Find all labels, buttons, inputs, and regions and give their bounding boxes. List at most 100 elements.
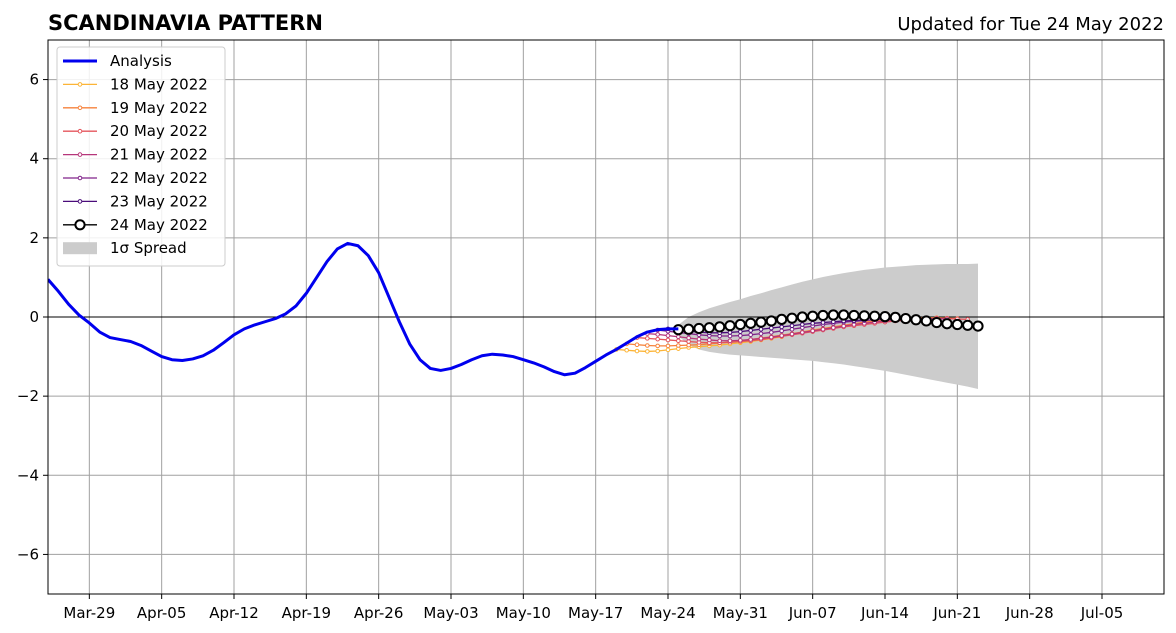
forecast-point (727, 338, 733, 344)
y-tick-label: −2 (17, 387, 39, 405)
legend-item: 19 May 2022 (63, 99, 208, 117)
y-tick-label: 0 (29, 308, 39, 326)
forecast-point (676, 338, 681, 344)
legend-marker (77, 199, 83, 204)
forecast-point (910, 314, 922, 326)
forecast-point (665, 337, 671, 343)
forecast-point (655, 336, 660, 342)
plot-frame (47, 39, 1165, 595)
x-tick-label: Apr-05 (137, 604, 187, 622)
legend-box (56, 46, 226, 267)
forecast-point (879, 311, 891, 323)
forecast-point (645, 336, 650, 341)
forecast-point (655, 348, 660, 354)
forecast-point (962, 319, 974, 331)
forecast-point (665, 347, 671, 353)
forecast-point (779, 333, 784, 338)
y-tick-label: 2 (29, 229, 39, 247)
forecast-point (858, 310, 870, 322)
forecast-point (665, 343, 671, 349)
forecast-point (738, 333, 743, 338)
forecast-point (789, 323, 795, 329)
series-group (48, 241, 1164, 390)
legend-label: 23 May 2022 (110, 192, 208, 210)
legend-marker (77, 152, 83, 157)
forecast-point (624, 347, 629, 353)
y-tick-label: −4 (17, 466, 39, 484)
legend-item: 21 May 2022 (63, 146, 208, 164)
forecast-point (634, 348, 640, 354)
legend-marker (77, 128, 83, 134)
legend-item: Analysis (63, 52, 172, 70)
forecast-point (686, 342, 691, 348)
x-tick-label: Jun-28 (1005, 604, 1054, 622)
forecast-point (645, 349, 650, 354)
legend-marker (74, 219, 86, 231)
forecast-point (931, 316, 943, 329)
legend-label: Analysis (110, 52, 172, 70)
forecast-point (765, 315, 777, 327)
forecast-point (796, 311, 808, 323)
legend-marker (77, 175, 83, 181)
forecast-point (779, 328, 784, 334)
forecast-point (686, 339, 691, 344)
axes: Mar-29 Apr-05 Apr-12 Apr-19 Apr-26 May-03 May-… (17, 39, 1165, 622)
forecast-point (769, 334, 774, 340)
x-tick-label: Mar-29 (63, 604, 115, 622)
forecast-point (655, 332, 660, 337)
forecast-point (727, 333, 733, 339)
forecast-point (734, 318, 746, 331)
legend-marker (77, 105, 83, 111)
legend-label: 21 May 2022 (110, 146, 208, 164)
forecast-point (707, 337, 712, 343)
legend-label: 19 May 2022 (110, 99, 208, 117)
x-tick-label: Apr-12 (209, 604, 259, 622)
legend: Analysis 18 May 2022 19 May 2022 20 May 202… (56, 46, 226, 267)
forecast-point (738, 338, 743, 343)
forecast-point (696, 336, 702, 342)
forecast-point (645, 343, 650, 348)
y-tick-label: 6 (29, 71, 39, 89)
forecast-point (748, 337, 753, 342)
forecast-point (703, 322, 715, 334)
forecast-point (748, 332, 753, 338)
forecast-point (869, 310, 881, 322)
forecast-point (758, 326, 764, 332)
x-tick-label: May-17 (568, 604, 623, 622)
forecast-point (769, 330, 774, 335)
forecast-point (789, 331, 795, 337)
forecast-point (800, 322, 805, 327)
forecast-point (758, 331, 764, 336)
forecast-point (748, 328, 753, 333)
forecast-point (841, 323, 846, 329)
y-tick-label: 4 (29, 150, 39, 168)
x-tick-label: May-31 (713, 604, 768, 622)
forecast-point (779, 324, 784, 330)
legend-item: 20 May 2022 (63, 122, 208, 140)
legend-label: 1σ Spread (110, 239, 187, 257)
forecast-point (738, 329, 743, 334)
x-tick-label: May-24 (640, 604, 695, 622)
forecast-point (676, 343, 681, 348)
forecast-point (827, 309, 839, 321)
x-tick-label: Jun-14 (860, 604, 909, 622)
forecast-point (951, 318, 963, 331)
y-tick-label: −6 (17, 545, 39, 563)
forecast-point (820, 320, 826, 325)
spread-band (678, 263, 978, 390)
forecast-point (817, 309, 829, 322)
forecast-point (717, 338, 722, 344)
forecast-point (810, 328, 815, 334)
analysis-line (48, 241, 679, 377)
forecast-point (807, 310, 819, 322)
forecast-point (810, 321, 815, 326)
forecast-point (786, 312, 798, 324)
forecast-point (665, 333, 671, 338)
forecast-point (831, 325, 836, 330)
x-tick-label: Apr-26 (354, 604, 404, 622)
legend-item: 22 May 2022 (63, 169, 208, 187)
legend-handle (63, 242, 97, 255)
x-tick-label: May-03 (423, 604, 478, 622)
legend-label: 20 May 2022 (110, 122, 208, 140)
